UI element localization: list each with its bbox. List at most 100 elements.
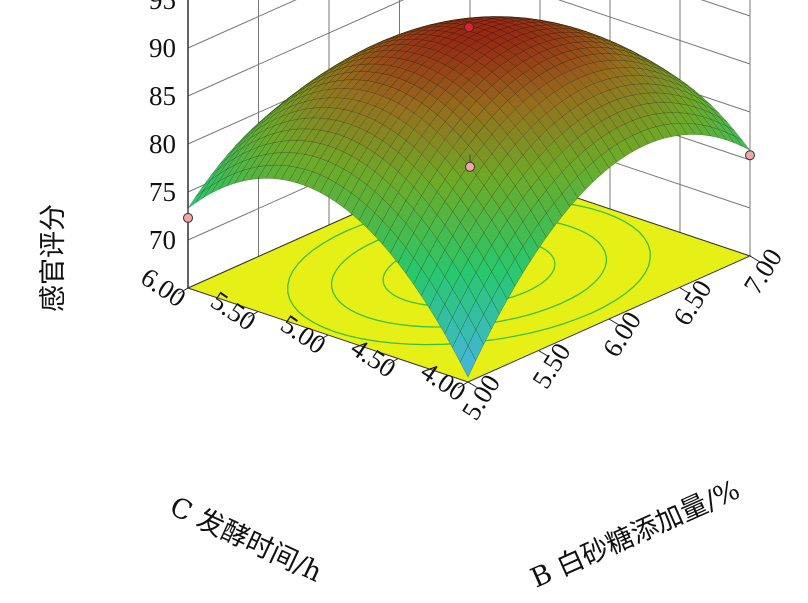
tick-mark-c [177,287,189,295]
surface-cell [288,152,306,168]
surface-cell [476,16,493,19]
surface-cell [452,198,469,223]
tick-label-z: 75 [149,177,176,207]
design-point [464,22,474,33]
surface-cell [483,299,500,330]
surface-cell [366,105,384,121]
surface-cell [359,51,376,60]
tick-mark-c [387,358,399,365]
surface-cell [297,83,314,95]
surface-cell [484,18,501,23]
surface-cell [358,165,376,186]
surface-cell [390,77,407,91]
surface-cell [444,39,462,49]
surface-cell [296,169,313,186]
surface-cell [265,122,283,137]
surface-cell [327,120,345,135]
surface-cell [609,43,626,52]
wall-gridline-z [187,0,751,97]
surface-cell [492,19,509,25]
surface-cell [335,187,352,208]
surface-cell [398,44,415,52]
surface-cell [211,158,228,175]
surface-cell [296,154,313,170]
surface-cell [351,89,368,102]
surface-cell [343,99,360,112]
surface-cell [257,125,275,141]
surface-cell [491,54,509,67]
surface-cell [468,134,485,155]
surface-cell [460,259,477,288]
surface-cell [374,198,391,222]
surface-cell [445,20,462,24]
surface-cell [265,152,282,166]
surface-cell [444,95,462,113]
surface-cell [288,128,306,141]
surface-cell [304,117,321,130]
surface-cell [428,238,446,266]
surface-cell [632,51,649,61]
surface-cell [336,60,353,71]
tick-mark-b [538,350,549,357]
surface-cell [436,276,453,306]
surface-cell [203,173,220,191]
wall-gridline-z [187,0,751,49]
surface-cell [461,17,478,20]
surface-cell [187,190,204,209]
surface-cell [476,36,493,46]
surface-cell [389,237,407,264]
surface-cell [351,143,368,161]
surface-cell [359,47,376,56]
surface-cell [460,126,477,146]
surface-cell [648,65,665,76]
surface-cell [366,135,384,154]
surface-cell [319,178,337,198]
surface-cell [398,31,415,37]
surface-cell [437,31,455,39]
surface-cell [468,72,485,87]
surface-cell [421,80,438,95]
surface-cell [460,109,477,128]
surface-cell [343,139,360,157]
surface-cell [531,19,548,23]
surface-cell [390,50,408,59]
surface-cell [398,107,415,124]
surface-cell [366,63,384,73]
surface-cell [459,345,477,378]
surface-cell [296,92,314,105]
surface-cell [359,63,376,73]
design-point [465,161,475,172]
surface-cell [483,71,501,86]
surface-cell [460,286,477,317]
surface-cell [351,113,368,129]
surface-cell [266,106,282,121]
surface-cell [226,142,243,159]
y-axis-label: C 发酵时间/h [165,491,326,588]
design-point [183,212,193,223]
tick-mark-b [467,381,479,389]
surface-cell [366,82,384,94]
surface-cell [405,257,422,285]
surface-cell [507,66,524,80]
surface-cell [374,56,392,65]
surface-cell [483,271,500,301]
surface-cell [211,168,228,186]
surface-cell [226,170,244,187]
surface-cell [312,174,329,193]
surface-cell [436,121,454,140]
z-axis-label: 感官评分 [38,204,69,312]
surface-cell [280,165,298,182]
tick-label-z: 85 [149,81,176,111]
surface-cell [476,20,493,25]
surface-cell [469,16,485,19]
surface-cell [382,228,399,254]
surface-cell [429,72,446,86]
surface-cell [257,164,275,179]
surface-cell [281,103,298,117]
surface-cell [218,157,236,175]
surface-cell [429,51,446,62]
surface-cell [444,288,461,319]
surface-cell [483,100,501,118]
surface-cell [358,131,376,149]
surface-cell [483,196,500,221]
